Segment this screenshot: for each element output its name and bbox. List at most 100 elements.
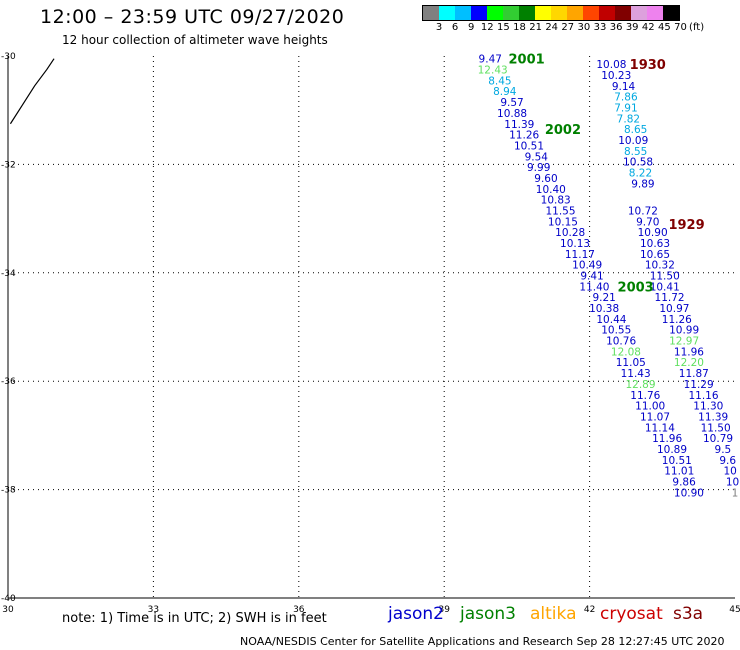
- color-swatch: [439, 6, 455, 20]
- swh-value-label: 11.07: [640, 411, 670, 423]
- color-swatch: [519, 6, 535, 20]
- footnote: note: 1) Time is in UTC; 2) SWH is in fe…: [62, 611, 327, 626]
- y-tick-label: -40: [1, 594, 16, 604]
- swh-value-label: 9.89: [631, 178, 654, 190]
- coastline: [9, 58, 55, 125]
- x-tick-label: 39: [438, 605, 450, 615]
- swh-value-label: 9.54: [525, 151, 549, 163]
- legend-item-s3a: s3a: [673, 604, 704, 624]
- swh-value-label: 9.70: [636, 216, 659, 228]
- swh-value-label: 10.72: [628, 205, 658, 217]
- swh-value-label: 9.60: [534, 173, 557, 185]
- swh-value-label: 10.51: [514, 140, 544, 152]
- swh-value-label: 11.55: [545, 205, 575, 217]
- swh-value-label: 9.86: [672, 476, 696, 488]
- color-scale-bar: [422, 5, 680, 21]
- color-swatch: [647, 6, 663, 20]
- chart-title: 12:00 – 23:59 UTC 09/27/2020: [40, 6, 345, 28]
- color-scale-label: 12: [480, 22, 494, 33]
- swh-value-label: 10.32: [645, 260, 675, 272]
- swh-value-label: 11.87: [679, 368, 709, 380]
- swh-value-label: 8.22: [629, 168, 652, 180]
- color-scale-label: 36: [609, 22, 623, 33]
- pass-time-label: 1930: [630, 58, 666, 73]
- y-tick-label: -32: [1, 160, 16, 170]
- y-tick-label: -34: [1, 269, 16, 279]
- swh-value-label: 11.26: [509, 130, 539, 142]
- swh-value-label: 10.08: [596, 59, 626, 71]
- swh-value-label: 8.55: [624, 146, 647, 158]
- swh-value-label: 8.94: [493, 86, 517, 98]
- swh-value-label: 11.29: [684, 379, 714, 391]
- swh-value-label: 11.43: [621, 368, 651, 380]
- color-scale-label: 18: [513, 22, 526, 33]
- swh-value-label: 7.86: [614, 92, 638, 104]
- y-tick-label: -30: [1, 52, 16, 62]
- swh-value-label: 11.16: [688, 390, 718, 402]
- swh-value-label: 10.41: [650, 281, 680, 293]
- swh-value-label: 11.76: [630, 390, 660, 402]
- swh-value-label: 10.88: [497, 108, 527, 120]
- swh-value-label: 10.90: [638, 227, 668, 239]
- swh-value-label: 11.96: [674, 346, 704, 358]
- swh-value-label: 11.30: [693, 401, 723, 413]
- legend-item-cryosat: cryosat: [600, 604, 663, 624]
- color-swatch: [583, 6, 599, 20]
- color-scale-label: 70: [674, 22, 687, 33]
- color-scale-label: 3: [435, 22, 443, 33]
- swh-value-label: 10.83: [541, 195, 571, 207]
- swh-value-label: 11.40: [579, 281, 609, 293]
- swh-value-label: 9.6: [719, 455, 736, 467]
- color-scale-label: 30: [577, 22, 591, 33]
- swh-value-label: 9.14: [612, 81, 636, 93]
- swh-value-label: 10.58: [623, 157, 653, 169]
- color-swatch: [503, 6, 519, 20]
- swh-value-label: 11.05: [616, 357, 646, 369]
- pass-time-label: 2002: [545, 123, 581, 138]
- color-scale-label: 45: [658, 22, 671, 33]
- swh-value-label: 10.15: [548, 216, 578, 228]
- swh-value-label: 9.41: [580, 271, 603, 283]
- swh-value-label: 11.14: [645, 422, 675, 434]
- color-scale-label: 27: [561, 22, 575, 33]
- y-tick-label: -36: [1, 377, 16, 387]
- swh-value-label: 10: [726, 476, 739, 488]
- swh-value-label: 10.76: [606, 336, 636, 348]
- swh-value-label: 10.49: [572, 260, 602, 272]
- legend-item-jason2: jason2: [388, 604, 444, 624]
- swh-value-label: 11.00: [635, 401, 665, 413]
- color-scale-label: 24: [545, 22, 559, 33]
- y-tick-label: -38: [1, 486, 16, 496]
- color-scale: 3 6 9 12 15 18 21 24 27 30 33 36 39 42 45 70 (ft): [422, 5, 704, 33]
- swh-value-label: 10.44: [596, 314, 626, 326]
- swh-value-label: 12.97: [669, 336, 699, 348]
- color-swatch: [535, 6, 551, 20]
- swh-value-label: 12.20: [674, 357, 704, 369]
- swh-value-label: 11.96: [652, 433, 682, 445]
- color-swatch: [455, 6, 471, 20]
- swh-value-label: 10.51: [662, 455, 692, 467]
- swh-value-label: 9.21: [592, 292, 615, 304]
- swh-value-label: 11.17: [565, 249, 595, 261]
- color-scale-label: 39: [625, 22, 639, 33]
- color-swatch: [631, 6, 647, 20]
- chart-subtitle: 12 hour collection of altimeter wave hei…: [62, 33, 328, 47]
- swh-value-label: 11.72: [655, 292, 685, 304]
- x-tick-label: 36: [293, 605, 305, 615]
- pass-time-label: 1929: [668, 218, 704, 233]
- swh-value-label: 9.47: [479, 54, 502, 66]
- color-swatch: [423, 6, 439, 20]
- color-swatch: [551, 6, 567, 20]
- credit-line: NOAA/NESDIS Center for Satellite Applica…: [240, 635, 725, 648]
- pass-time-label: 2003: [618, 280, 654, 295]
- color-scale-label: 15: [497, 22, 510, 33]
- swh-value-label: 10: [723, 466, 736, 478]
- color-swatch: [567, 6, 583, 20]
- color-swatch: [471, 6, 487, 20]
- swh-value-label: 10.38: [589, 303, 619, 315]
- swh-value-label: 10.65: [640, 249, 670, 261]
- color-scale-label: 42: [641, 22, 655, 33]
- swh-value-label: 12.43: [478, 65, 508, 77]
- color-swatch: [487, 6, 503, 20]
